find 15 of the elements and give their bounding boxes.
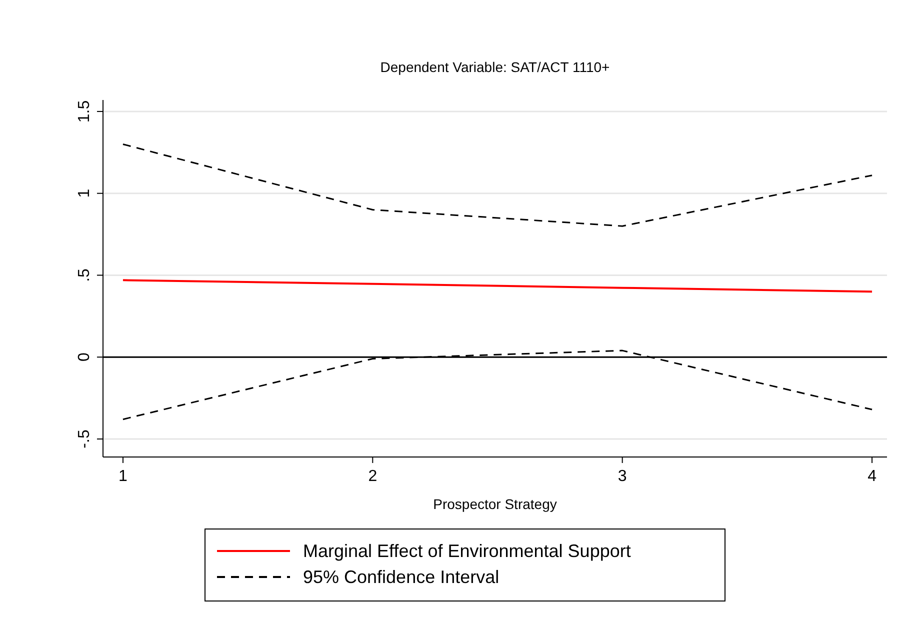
line-series — [122, 279, 874, 293]
y-tick-label: .5 — [76, 268, 93, 282]
line-series — [122, 143, 873, 227]
y-tick-label: 0 — [76, 352, 93, 362]
x-axis-title: Prospector Strategy — [433, 496, 557, 512]
x-tick-label: 1 — [118, 468, 128, 485]
legend-label: Marginal Effect of Environmental Support — [303, 541, 631, 561]
x-tick-label: 2 — [368, 468, 378, 485]
x-tick-label: 4 — [868, 468, 877, 485]
x-tick-label: 3 — [618, 468, 627, 485]
y-tick-label: -.5 — [76, 430, 93, 448]
chart-title: Dependent Variable: SAT/ACT 1110+ — [380, 59, 610, 75]
y-tick-label: 1 — [76, 188, 93, 198]
legend-label: 95% Confidence Interval — [303, 567, 500, 587]
y-tick-label: 1.5 — [76, 100, 93, 123]
